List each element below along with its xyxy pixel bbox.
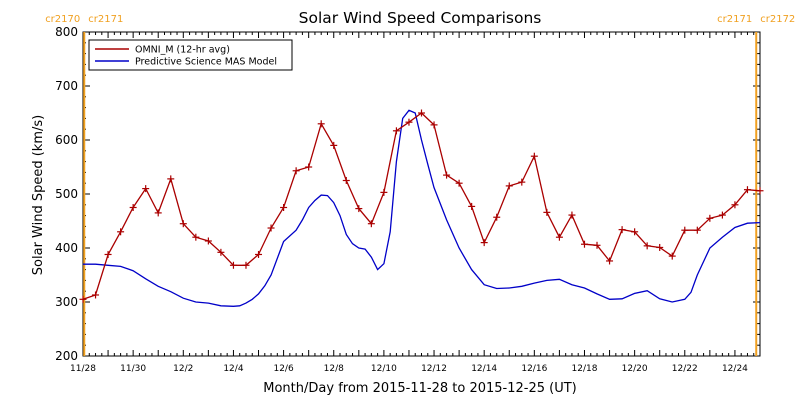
series-point (305, 163, 313, 171)
series-point (580, 240, 588, 248)
x-axis-label: Month/Day from 2015-11-28 to 2015-12-25 … (263, 381, 576, 396)
series-point (79, 295, 87, 303)
carrington-label: cr2171 (717, 14, 752, 25)
series-point (142, 185, 150, 193)
x-tick-label: 12/16 (521, 364, 547, 374)
y-tick-label: 600 (55, 133, 78, 147)
series-point (330, 141, 338, 149)
series-point (505, 182, 513, 190)
y-tick-label: 300 (55, 295, 78, 309)
series-point (280, 204, 288, 211)
x-tick-label: 12/18 (572, 364, 598, 374)
x-tick-label: 11/28 (70, 364, 96, 374)
x-tick-label: 12/14 (471, 364, 497, 374)
series-point (255, 250, 263, 258)
series-point (204, 237, 212, 245)
y-tick-label: 500 (55, 187, 78, 201)
carrington-label: cr2172 (760, 14, 795, 25)
series-point (668, 252, 676, 260)
series-point (292, 167, 300, 175)
series-point (706, 214, 714, 222)
series-point (117, 228, 125, 236)
series-point (606, 257, 614, 265)
series-point (518, 178, 526, 186)
series-point (380, 188, 388, 196)
series-point (681, 226, 689, 234)
series-point (229, 261, 237, 269)
x-tick-label: 12/10 (371, 364, 397, 374)
x-tick-label: 12/2 (173, 364, 193, 374)
series-point (418, 109, 425, 117)
series-point (342, 177, 350, 184)
series-point (530, 152, 538, 160)
carrington-label: cr2171 (88, 14, 123, 25)
y-tick-label: 700 (55, 79, 78, 93)
legend-entry: Predictive Science MAS Model (135, 57, 277, 68)
series-point (355, 205, 363, 213)
x-tick-label: 12/4 (223, 364, 243, 374)
series-point (618, 226, 626, 234)
series-point (455, 179, 463, 187)
legend-entry: OMNI_M (12-hr avg) (135, 45, 230, 56)
x-tick-label: 11/30 (120, 364, 146, 374)
series-point (543, 208, 551, 216)
x-tick-label: 12/22 (672, 364, 698, 374)
plot-frame (82, 31, 761, 357)
series-point (392, 127, 400, 135)
series-point (167, 175, 175, 183)
y-tick-label: 800 (55, 25, 78, 39)
x-tick-label: 12/8 (324, 364, 344, 374)
series-point (129, 204, 137, 211)
series-point (430, 121, 438, 129)
series-point (631, 228, 639, 236)
series-line (83, 109, 761, 307)
y-tick-label: 400 (55, 241, 78, 255)
y-tick-label: 200 (55, 349, 78, 363)
series-point (731, 201, 739, 209)
series-point (493, 213, 501, 221)
chart-axes: 200 300 400 500 600 700 800 11/28 11/30 12/2 12/4 1… (55, 25, 761, 374)
series-point (468, 202, 476, 210)
series-point (718, 211, 726, 219)
chart-series (79, 109, 764, 307)
series-point (568, 211, 576, 219)
legend-box (88, 39, 293, 71)
series-point (756, 187, 764, 195)
series-point (656, 243, 664, 251)
x-tick-label: 12/12 (421, 364, 447, 374)
series-point (643, 242, 651, 250)
series-point (242, 261, 250, 269)
carrington-markers: cr2170 cr2171 cr2171 cr2172 (45, 14, 795, 356)
chart-title: Solar Wind Speed Comparisons (299, 9, 542, 27)
x-tick-label: 12/20 (622, 364, 648, 374)
x-tick-label: 12/24 (722, 364, 748, 374)
y-axis-label: Solar Wind Speed (km/s) (31, 115, 46, 275)
series-point (267, 224, 275, 232)
series-point (693, 226, 701, 234)
series-point (154, 209, 162, 217)
series-point (367, 220, 375, 228)
series-point (443, 171, 451, 179)
series-point (104, 250, 112, 258)
x-tick-label: 12/6 (273, 364, 293, 374)
series-point (480, 239, 488, 247)
chart-legend: OMNI_M (12-hr avg)Predictive Science MAS… (88, 39, 293, 71)
series-point (217, 248, 225, 256)
series-point (593, 241, 601, 249)
series-point (405, 118, 413, 126)
carrington-label: cr2170 (45, 14, 80, 25)
series-point (317, 120, 325, 128)
series-point (555, 233, 563, 241)
series-point (179, 220, 187, 228)
series-point (92, 291, 100, 299)
series-point (192, 233, 200, 241)
series-point (743, 186, 751, 194)
